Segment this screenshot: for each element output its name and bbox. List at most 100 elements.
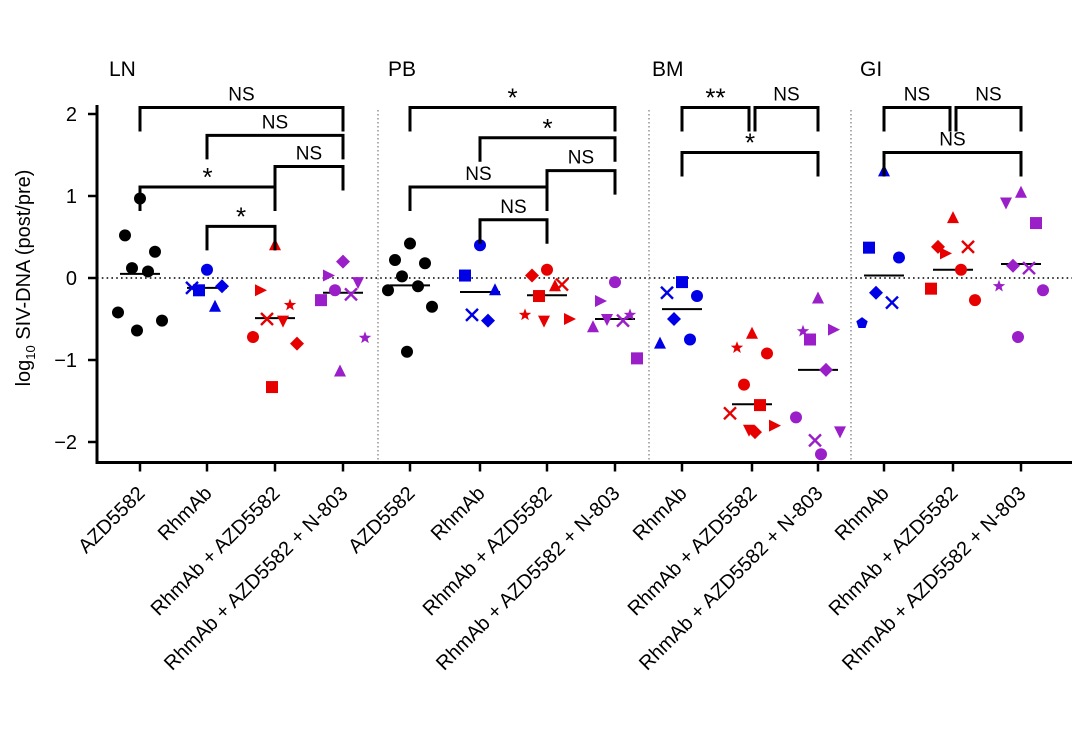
significance-bracket: * — [680, 128, 820, 177]
data-point — [290, 336, 304, 351]
bracket-line — [273, 164, 345, 191]
data-point — [812, 291, 824, 304]
data-point — [730, 341, 744, 353]
bracket-line — [138, 185, 277, 211]
data-point — [955, 263, 967, 276]
data-point — [1012, 331, 1024, 344]
data-point — [601, 314, 613, 326]
x-tick-label: RhmAb — [427, 482, 490, 545]
bracket-line — [478, 136, 617, 162]
data-point — [947, 211, 959, 224]
data-point — [754, 399, 766, 412]
x-tick-label: RhmAb — [831, 482, 894, 545]
data-point — [549, 279, 561, 292]
significance-label: * — [202, 162, 212, 192]
data-point — [623, 308, 637, 321]
significance-bracket: NS — [753, 84, 820, 132]
group-rhmab-azd5582-n-803: RhmAb + AZD5582 + N-803 — [432, 276, 643, 675]
significance-bracket: NS — [478, 197, 549, 244]
bracket-line — [478, 218, 549, 244]
bracket-line — [680, 105, 751, 132]
significance-bracket: NS — [205, 112, 345, 160]
data-point — [869, 285, 883, 300]
bracket-line — [882, 105, 952, 132]
data-point — [358, 331, 372, 344]
data-point — [746, 326, 758, 339]
data-point — [131, 324, 143, 337]
significance-label: NS — [975, 84, 1001, 105]
data-point — [769, 419, 781, 432]
data-point — [1015, 185, 1027, 198]
data-point — [389, 253, 401, 266]
significance-label: * — [507, 82, 517, 112]
y-tick-label: −1 — [54, 350, 77, 372]
significance-bracket: NS — [273, 143, 345, 191]
significance-label: NS — [465, 164, 491, 185]
data-point — [925, 282, 937, 295]
data-point — [201, 263, 213, 276]
group-rhmab-azd5582: RhmAb + AZD5582 — [624, 326, 781, 620]
data-point — [992, 279, 1006, 292]
data-point — [691, 290, 703, 303]
data-point — [352, 277, 364, 290]
data-point — [828, 323, 840, 336]
significance-bracket: NS — [545, 148, 617, 195]
data-point — [112, 306, 124, 319]
y-axis-label: log10 SIV-DNA (post/pre) — [13, 170, 38, 387]
data-point — [834, 426, 846, 439]
group-rhmab: RhmAb — [154, 263, 229, 545]
bracket-line — [753, 105, 820, 132]
bracket-line — [680, 151, 820, 177]
significance-bracket: ** — [680, 82, 751, 132]
data-point — [808, 433, 822, 448]
significance-bracket: NS — [882, 130, 1023, 177]
x-tick-label: RhmAb + AZD5582 — [825, 482, 963, 620]
data-point — [819, 362, 833, 377]
data-point — [533, 290, 545, 303]
group-rhmab-azd5582-n-803: RhmAb + AZD5582 + N-803 — [635, 291, 846, 675]
panel-label: PB — [388, 58, 416, 81]
data-point — [616, 313, 630, 328]
data-point — [323, 269, 335, 282]
data-point — [315, 294, 327, 307]
data-point — [156, 314, 168, 327]
bracket-line — [954, 105, 1023, 132]
x-tick-label: RhmAb + AZD5582 — [419, 482, 557, 620]
significance-label: NS — [568, 148, 594, 169]
group-rhmab: RhmAb — [427, 239, 501, 545]
data-point — [126, 262, 138, 275]
data-point — [654, 336, 666, 349]
data-point — [525, 268, 539, 283]
y-tick-label: 2 — [66, 104, 77, 126]
group-rhmab: RhmAb — [629, 276, 703, 545]
data-point — [412, 280, 424, 293]
data-point — [684, 333, 696, 346]
data-point — [260, 312, 274, 326]
group-rhmab: RhmAb — [831, 164, 905, 545]
data-point — [149, 245, 161, 258]
data-point — [790, 411, 802, 424]
data-point — [334, 364, 346, 377]
data-point — [863, 241, 875, 254]
bracket-line — [205, 224, 277, 251]
data-point — [667, 312, 681, 326]
data-point — [266, 381, 278, 394]
y-tick-label: 1 — [66, 186, 77, 208]
data-point — [538, 315, 550, 328]
data-point — [1006, 258, 1020, 273]
data-point — [1000, 197, 1012, 210]
data-point — [676, 276, 688, 289]
significance-bracket: NS — [138, 84, 345, 132]
data-point — [465, 308, 479, 322]
data-point — [419, 257, 431, 270]
significance-bracket: NS — [954, 84, 1023, 132]
significance-label: NS — [904, 84, 930, 105]
significance-label: NS — [939, 130, 965, 151]
data-point — [459, 269, 471, 282]
significance-label: NS — [262, 112, 288, 133]
